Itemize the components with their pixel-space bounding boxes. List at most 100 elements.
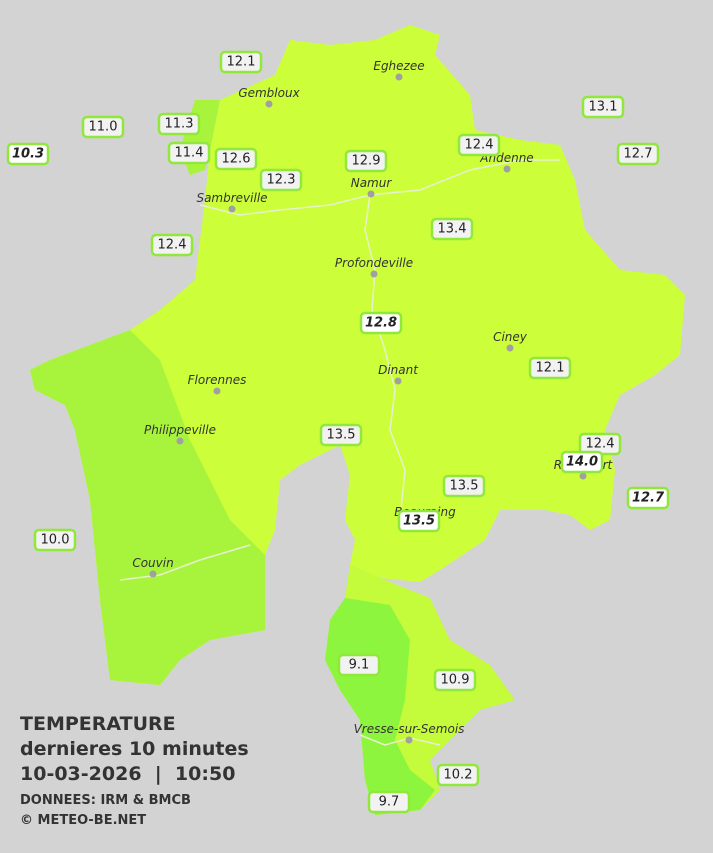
- station: 12.9: [344, 149, 388, 173]
- province: [30, 25, 685, 815]
- station-box: [457, 133, 501, 157]
- station-value: 13.1: [589, 100, 618, 115]
- town-dot: [394, 377, 402, 385]
- station-box: [337, 653, 381, 677]
- station-value: 12.7: [624, 147, 653, 162]
- station: 10.9: [433, 668, 477, 692]
- town-dot: [506, 344, 514, 352]
- station-value: 12.9: [352, 154, 381, 169]
- station-value: 14.0: [566, 455, 598, 470]
- station: 10.2: [436, 763, 480, 787]
- station-value: 12.4: [465, 138, 494, 153]
- town-dot: [395, 73, 403, 81]
- station: 12.7: [626, 486, 670, 510]
- caption-source: DONNEES: IRM & BMCB: [20, 793, 191, 808]
- station: 12.6: [214, 147, 258, 171]
- station-value: 13.4: [438, 222, 467, 237]
- station: 12.1: [528, 356, 572, 380]
- station-value: 13.5: [450, 479, 479, 494]
- station-value: 12.4: [586, 437, 615, 452]
- river: [119, 544, 251, 581]
- station-box: [219, 50, 263, 74]
- town-label: Gembloux: [238, 86, 300, 100]
- station: 13.5: [319, 423, 363, 447]
- river: [359, 734, 441, 746]
- town-label: Profondeville: [335, 256, 413, 270]
- town-dot: [228, 205, 236, 213]
- town-dot: [503, 165, 511, 173]
- station-box: [367, 790, 411, 814]
- station-value: 12.3: [267, 173, 296, 188]
- stations: 12.1 11.0 11.3 10.3 11.4 12.6 12.3 12.9 12.4 13.1…: [6, 50, 670, 814]
- caption-subtitle: dernieres 10 minutes: [20, 738, 249, 760]
- town-label: Florennes: [188, 373, 247, 387]
- station: 12.1: [219, 50, 263, 74]
- zone-west: [30, 330, 265, 685]
- town-dot: [213, 387, 221, 395]
- town-dot: [370, 270, 378, 278]
- station-value: 12.8: [365, 316, 397, 331]
- town-dot: [149, 570, 157, 578]
- station: 12.7: [616, 142, 660, 166]
- town-label: Namur: [351, 176, 393, 190]
- station-value: 10.0: [41, 533, 70, 548]
- station: 13.5: [442, 474, 486, 498]
- station: 13.5: [397, 509, 441, 533]
- station-value: 13.5: [327, 428, 356, 443]
- station-value: 11.4: [175, 146, 204, 161]
- town-dot: [579, 472, 587, 480]
- station-box: [81, 115, 125, 139]
- station: 12.3: [259, 168, 303, 192]
- station: 11.0: [81, 115, 125, 139]
- town-label: Vresse-sur-Semois: [354, 722, 465, 736]
- station-box: [319, 423, 363, 447]
- station-value: 9.7: [379, 795, 400, 810]
- station: 12.8: [359, 311, 403, 335]
- station-box: [359, 311, 403, 335]
- station-box: [344, 149, 388, 173]
- towns: EghezeeGemblouxAndenneNamurSambrevillePr…: [132, 59, 614, 744]
- station-box: [430, 217, 474, 241]
- station-value: 12.6: [222, 152, 251, 167]
- station-box: [436, 763, 480, 787]
- town-label: Sambreville: [196, 191, 267, 205]
- station-value: 10.3: [12, 147, 44, 162]
- station-value: 11.3: [165, 117, 194, 132]
- station-value: 12.4: [158, 238, 187, 253]
- station-box: [397, 509, 441, 533]
- station-value: 11.0: [89, 120, 118, 135]
- town-dot: [405, 736, 413, 744]
- station: 13.1: [581, 95, 625, 119]
- station: 9.1: [337, 653, 381, 677]
- station-value: 9.1: [349, 658, 370, 673]
- station: 12.4: [150, 233, 194, 257]
- zone-south: [325, 598, 435, 815]
- station-box: [433, 668, 477, 692]
- station-value: 12.1: [227, 55, 256, 70]
- station: 11.3: [157, 112, 201, 136]
- station-value: 12.7: [632, 491, 665, 506]
- station-value: 10.9: [441, 673, 470, 688]
- station-value: 12.1: [536, 361, 565, 376]
- town-label: Ciney: [493, 330, 528, 344]
- station: 12.4: [457, 133, 501, 157]
- station-value: 10.2: [444, 768, 473, 783]
- station-box: [442, 474, 486, 498]
- town-dot: [176, 437, 184, 445]
- station-box: [167, 141, 211, 165]
- town-dot: [367, 190, 375, 198]
- station-box: [6, 142, 50, 166]
- caption-copyright: © METEO-BE.NET: [20, 813, 146, 828]
- station-box: [33, 528, 77, 552]
- town-label: Eghezee: [373, 59, 424, 73]
- station-box: [528, 356, 572, 380]
- station: 10.3: [6, 142, 50, 166]
- station: 14.0: [560, 450, 604, 474]
- station: 10.0: [33, 528, 77, 552]
- station-box: [214, 147, 258, 171]
- town-dot: [265, 100, 273, 108]
- river: [364, 194, 406, 521]
- station-box: [157, 112, 201, 136]
- caption: TEMPERATURE dernieres 10 minutes 10-03-2…: [20, 713, 249, 828]
